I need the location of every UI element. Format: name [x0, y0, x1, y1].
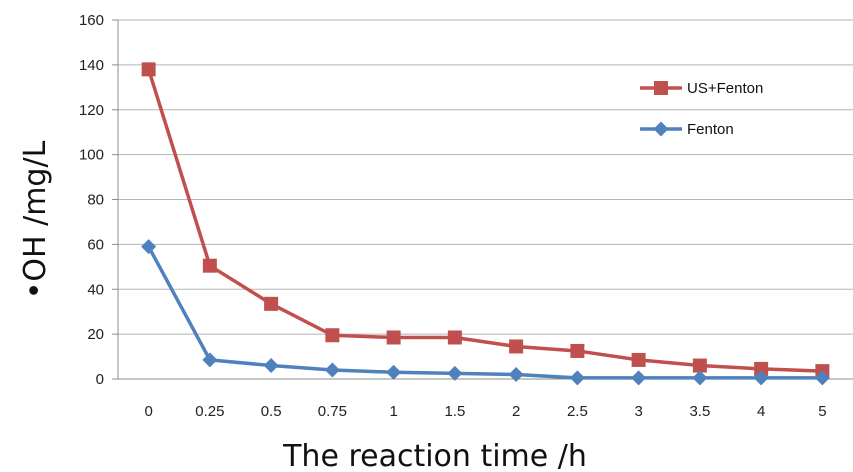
x-axis-title: The reaction time /h — [282, 439, 587, 472]
data-point — [569, 370, 585, 386]
x-axis-ticks: 0 0.25 0.5 0.75 1 1.5 2 2.5 3 3.5 4 5 — [144, 403, 826, 420]
data-point — [325, 328, 340, 343]
data-point — [447, 365, 463, 381]
legend-item: Fenton — [640, 121, 734, 138]
y-tick-label: 60 — [87, 236, 104, 253]
data-point — [631, 352, 646, 367]
y-tick-label: 20 — [87, 326, 104, 343]
y-tick-label: 40 — [87, 281, 104, 298]
data-point — [324, 362, 340, 378]
data-point — [692, 358, 707, 373]
x-tick-label: 0.5 — [261, 403, 282, 420]
y-tick-label: 80 — [87, 192, 104, 209]
x-tick-label: 0.75 — [318, 403, 347, 420]
legend-label: Fenton — [687, 121, 734, 138]
series-1 — [141, 239, 830, 386]
data-point — [447, 330, 462, 345]
data-point — [386, 364, 402, 380]
x-tick-label: 1.5 — [444, 403, 465, 420]
data-point — [141, 239, 157, 255]
x-tick-label: 3 — [634, 403, 642, 420]
x-tick-label: 5 — [818, 403, 826, 420]
data-point — [692, 370, 708, 386]
data-point — [202, 258, 217, 273]
gridlines — [112, 19, 853, 380]
data-point — [386, 330, 401, 345]
y-tick-label: 120 — [79, 102, 104, 119]
data-point — [141, 62, 156, 77]
data-point — [753, 370, 769, 386]
data-point — [814, 370, 830, 386]
y-axis-ticks: 0 20 40 60 80 100 120 140 160 — [79, 12, 104, 388]
x-tick-label: 0 — [144, 403, 152, 420]
data-point — [264, 296, 279, 311]
y-tick-label: 160 — [79, 12, 104, 29]
legend-marker — [653, 121, 669, 137]
legend-label: US+Fenton — [687, 80, 763, 97]
data-point — [754, 361, 769, 376]
data-point — [508, 367, 524, 383]
series-layer — [141, 62, 830, 386]
series-line — [146, 68, 823, 373]
x-tick-label: 0.25 — [195, 403, 224, 420]
data-point — [509, 339, 524, 354]
y-tick-label: 0 — [96, 371, 104, 388]
x-tick-label: 3.5 — [689, 403, 710, 420]
y-axis-title: •OH /mg/L — [18, 140, 53, 299]
data-point — [263, 358, 279, 374]
legend-marker — [654, 81, 668, 95]
x-tick-label: 2.5 — [567, 403, 588, 420]
series-0 — [141, 62, 830, 379]
y-tick-label: 140 — [79, 57, 104, 74]
legend: US+Fenton Fenton — [640, 80, 763, 138]
data-point — [202, 352, 218, 368]
x-tick-label: 1 — [389, 403, 397, 420]
legend-item: US+Fenton — [640, 80, 763, 97]
x-tick-label: 2 — [512, 403, 520, 420]
data-point — [570, 343, 585, 358]
x-tick-label: 4 — [757, 403, 765, 420]
series-line — [147, 245, 823, 380]
data-point — [631, 370, 647, 386]
y-tick-label: 100 — [79, 147, 104, 164]
